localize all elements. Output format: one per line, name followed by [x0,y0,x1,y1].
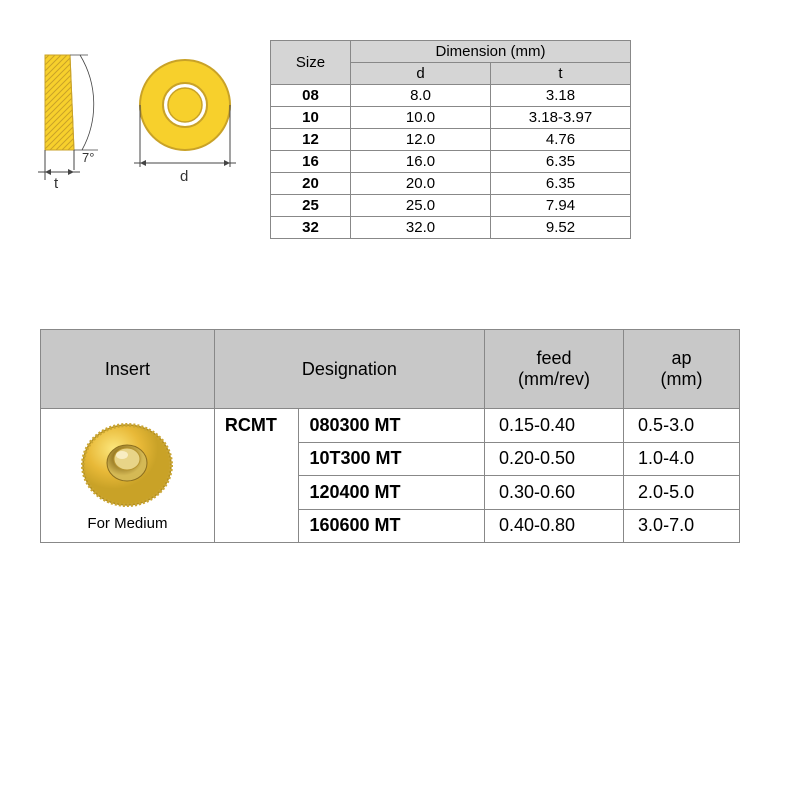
table-row: 12 12.0 4.76 [271,129,631,151]
insert-header-designation: Designation [214,330,484,409]
table-row: 10 10.0 3.18-3.97 [271,107,631,129]
insert-header-ap: ap (mm) [624,330,740,409]
table-row: 08 8.0 3.18 [271,85,631,107]
angle-label: 7° [82,150,94,165]
dim-header-d: d [351,63,491,85]
dimension-table: Size Dimension (mm) d t 08 8.0 3.18 10 1… [270,40,631,239]
insert-header-insert: Insert [41,330,215,409]
insert-icon [77,419,177,509]
insert-table: Insert Designation feed (mm/rev) ap (mm) [40,329,740,543]
table-row: 16 16.0 6.35 [271,151,631,173]
side-view-diagram: 7° t [30,50,100,190]
table-row: For Medium RCMT 080300 MT 0.15-0.40 0.5-… [41,409,740,443]
table-row: 32 32.0 9.52 [271,217,631,239]
table-row: 20 20.0 6.35 [271,173,631,195]
dim-header-size: Size [271,41,351,85]
top-section: 7° t d Size [30,40,770,239]
insert-image-cell: For Medium [41,409,215,543]
rcmt-label: RCMT [214,409,299,543]
insert-caption: For Medium [87,515,167,532]
technical-diagrams: 7° t d [30,40,250,190]
table-row: 25 25.0 7.94 [271,195,631,217]
d-dimension-label: d [180,168,188,185]
dim-header-dimension: Dimension (mm) [351,41,631,63]
t-dimension-label: t [54,175,59,192]
front-view-diagram: d [130,55,250,185]
insert-header-feed: feed (mm/rev) [484,330,623,409]
dim-header-t: t [491,63,631,85]
